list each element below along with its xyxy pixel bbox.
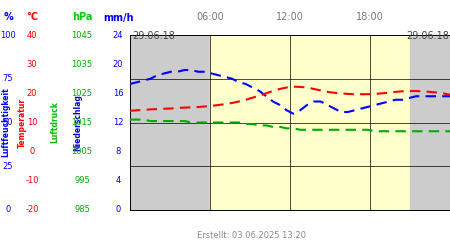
Text: 12: 12 (113, 118, 123, 127)
Text: 40: 40 (27, 30, 37, 40)
Text: 10: 10 (27, 118, 37, 127)
Text: 25: 25 (3, 162, 13, 171)
Text: Temperatur: Temperatur (18, 98, 27, 148)
Text: 24: 24 (113, 30, 123, 40)
Text: 1035: 1035 (72, 60, 93, 69)
Text: 0: 0 (115, 206, 121, 214)
Text: 1005: 1005 (72, 147, 93, 156)
Text: Luftfeuchtigkeit: Luftfeuchtigkeit (1, 88, 10, 158)
Text: 06:00: 06:00 (196, 12, 224, 22)
Text: 16: 16 (112, 89, 123, 98)
Text: 1045: 1045 (72, 30, 93, 40)
Text: 0: 0 (5, 206, 11, 214)
Text: 75: 75 (3, 74, 14, 83)
Text: mm/h: mm/h (103, 12, 133, 22)
Text: 29.06.18: 29.06.18 (406, 31, 449, 41)
Text: %: % (3, 12, 13, 22)
Text: 8: 8 (115, 147, 121, 156)
Text: 12:00: 12:00 (276, 12, 304, 22)
Text: 100: 100 (0, 30, 16, 40)
Text: 995: 995 (74, 176, 90, 185)
Bar (210, 35, 410, 210)
Text: 985: 985 (74, 206, 90, 214)
Text: 29.06.18: 29.06.18 (132, 31, 175, 41)
Text: Erstellt: 03.06.2025 13:20: Erstellt: 03.06.2025 13:20 (197, 231, 306, 240)
Text: 30: 30 (27, 60, 37, 69)
Bar (410, 35, 450, 210)
Text: hPa: hPa (72, 12, 92, 22)
Bar (130, 35, 210, 210)
Text: 20: 20 (27, 89, 37, 98)
Text: 1015: 1015 (72, 118, 93, 127)
Text: Luftdruck: Luftdruck (50, 102, 59, 143)
Text: 50: 50 (3, 118, 13, 127)
Text: 0: 0 (29, 147, 35, 156)
Text: -20: -20 (25, 206, 39, 214)
Text: 4: 4 (115, 176, 121, 185)
Text: °C: °C (26, 12, 38, 22)
Text: Niederschlag: Niederschlag (73, 94, 82, 151)
Text: 20: 20 (113, 60, 123, 69)
Text: -10: -10 (25, 176, 39, 185)
Text: 18:00: 18:00 (356, 12, 384, 22)
Text: 1025: 1025 (72, 89, 93, 98)
